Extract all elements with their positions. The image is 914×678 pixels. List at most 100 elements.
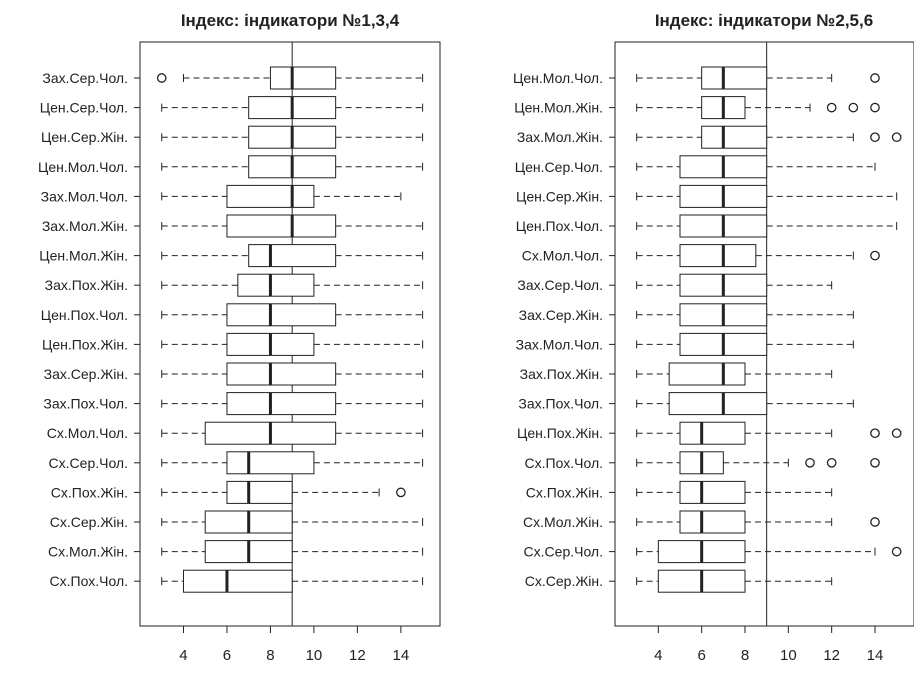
category-label: Цен.Пох.Жін. bbox=[42, 336, 128, 352]
category-label: Сх.Мол.Жін. bbox=[48, 544, 128, 560]
category-label: Зах.Сер.Чол. bbox=[517, 277, 603, 293]
category-label: Цен.Пох.Жін. bbox=[517, 425, 603, 441]
box-15: Сх.Пох.Жін. bbox=[526, 480, 833, 504]
box-5: Цен.Сер.Жін. bbox=[516, 184, 898, 208]
box-10: Зах.Мол.Чол. bbox=[516, 332, 854, 356]
box-3: Цен.Сер.Жін. bbox=[41, 125, 424, 149]
outlier-point bbox=[870, 132, 880, 143]
category-label: Цен.Мол.Чол. bbox=[38, 159, 128, 175]
box-1: Зах.Сер.Чол. bbox=[42, 66, 424, 90]
category-label: Сх.Мол.Жін. bbox=[523, 514, 603, 530]
category-label: Сх.Пох.Чол. bbox=[50, 573, 128, 589]
box-rect bbox=[701, 125, 768, 149]
box-rect bbox=[269, 66, 337, 90]
box-16: Сх.Мол.Жін. bbox=[523, 510, 880, 534]
outlier-point bbox=[891, 132, 902, 143]
box-rect bbox=[701, 66, 768, 90]
box-8: Зах.Сер.Чол. bbox=[517, 273, 833, 297]
box-9: Зах.Сер.Жін. bbox=[519, 303, 854, 327]
box-17: Сх.Мол.Жін. bbox=[48, 540, 424, 564]
box-rect bbox=[226, 362, 337, 386]
x-tick-label: 12 bbox=[349, 647, 366, 664]
x-tick-label: 8 bbox=[266, 647, 274, 664]
box-rect bbox=[182, 569, 293, 593]
box-13: Сх.Мол.Чол. bbox=[47, 421, 424, 445]
category-label: Сх.Сер.Жін. bbox=[525, 573, 603, 589]
x-tick-label: 8 bbox=[741, 647, 749, 664]
outlier-point bbox=[870, 428, 880, 439]
outlier-point bbox=[891, 546, 902, 557]
box-rect bbox=[679, 510, 746, 534]
box-rect bbox=[679, 480, 746, 504]
box-7: Цен.Мол.Жін. bbox=[39, 244, 424, 268]
outlier-point bbox=[870, 457, 880, 468]
box-rect bbox=[226, 451, 315, 475]
category-label: Зах.Мол.Чол. bbox=[41, 188, 128, 204]
chart-title: Індекс: індикатори №2,5,6 bbox=[655, 11, 873, 30]
x-tick-label: 10 bbox=[306, 647, 323, 664]
box-6: Зах.Мол.Жін. bbox=[42, 214, 424, 238]
category-label: Цен.Сер.Чол. bbox=[515, 159, 603, 175]
box-12: Зах.Пох.Чол. bbox=[43, 392, 424, 416]
outlier-point bbox=[891, 428, 902, 439]
box-4: Цен.Сер.Чол. bbox=[515, 155, 876, 179]
box-rect bbox=[679, 244, 757, 268]
box-14: Сх.Пох.Чол. bbox=[525, 451, 880, 475]
box-5: Зах.Мол.Чол. bbox=[41, 184, 402, 208]
category-label: Зах.Сер.Чол. bbox=[42, 70, 128, 86]
box-12: Зах.Пох.Чол. bbox=[518, 392, 854, 416]
outlier-point bbox=[805, 457, 815, 468]
plot-frame bbox=[139, 41, 441, 627]
category-label: Сх.Пох.Жін. bbox=[51, 484, 128, 500]
category-label: Сх.Мол.Чол. bbox=[522, 248, 603, 264]
category-label: Зах.Пох.Жін. bbox=[520, 366, 603, 382]
outlier-point bbox=[870, 73, 880, 83]
category-label: Зах.Мол.Жін. bbox=[517, 129, 603, 145]
chart-panel-2: Індекс: індикатори №2,5,6 4 6 8 10 12 14 Цен.Мо… bbox=[513, 11, 914, 664]
category-label: Цен.Сер.Жін. bbox=[41, 129, 128, 145]
category-label: Цен.Мол.Жін. bbox=[514, 100, 603, 116]
outlier-point bbox=[396, 487, 406, 498]
box-8: Зах.Пох.Жін. bbox=[45, 273, 424, 297]
box-17: Сх.Сер.Чол. bbox=[524, 540, 902, 564]
box-6: Цен.Пох.Чол. bbox=[516, 214, 898, 238]
box-rect bbox=[668, 362, 746, 386]
box-16: Сх.Сер.Жін. bbox=[50, 510, 424, 534]
category-label: Цен.Пох.Чол. bbox=[516, 218, 603, 234]
category-label: Сх.Пох.Чол. bbox=[525, 455, 603, 471]
category-label: Зах.Пох.Чол. bbox=[43, 396, 128, 412]
outlier-point bbox=[826, 102, 837, 113]
category-label: Зах.Пох.Жін. bbox=[45, 277, 128, 293]
box-rect bbox=[248, 244, 337, 268]
category-label: Цен.Сер.Жін. bbox=[516, 188, 603, 204]
category-label: Зах.Сер.Жін. bbox=[519, 307, 603, 323]
chart-title: Індекс: індикатори №1,3,4 bbox=[181, 11, 400, 30]
x-tick-label: 14 bbox=[867, 647, 884, 664]
box-4: Цен.Мол.Чол. bbox=[38, 155, 424, 179]
box-rect bbox=[668, 392, 768, 416]
outlier-point bbox=[156, 73, 167, 83]
box-rect bbox=[679, 421, 746, 445]
box-rect bbox=[226, 184, 315, 208]
category-label: Зах.Мол.Чол. bbox=[516, 336, 603, 352]
x-tick-label: 4 bbox=[654, 647, 662, 664]
box-rect bbox=[226, 303, 337, 327]
box-18: Сх.Сер.Жін. bbox=[525, 569, 833, 593]
box-7: Сх.Мол.Чол. bbox=[522, 244, 880, 268]
category-label: Цен.Пох.Чол. bbox=[41, 307, 128, 323]
outlier-point bbox=[870, 250, 880, 261]
box-rect bbox=[237, 273, 315, 297]
box-10: Цен.Пох.Жін. bbox=[42, 332, 424, 356]
category-label: Зах.Пох.Чол. bbox=[518, 396, 603, 412]
box-2: Цен.Мол.Жін. bbox=[514, 96, 880, 120]
category-label: Сх.Сер.Чол. bbox=[49, 455, 128, 471]
category-label: Цен.Мол.Жін. bbox=[39, 248, 128, 264]
box-13: Цен.Пох.Жін. bbox=[517, 421, 902, 445]
category-label: Сх.Сер.Жін. bbox=[50, 514, 128, 530]
category-label: Зах.Сер.Жін. bbox=[44, 366, 128, 382]
plot-frame bbox=[614, 41, 914, 627]
category-label: Сх.Пох.Жін. bbox=[526, 484, 603, 500]
x-tick-label: 6 bbox=[697, 647, 705, 664]
